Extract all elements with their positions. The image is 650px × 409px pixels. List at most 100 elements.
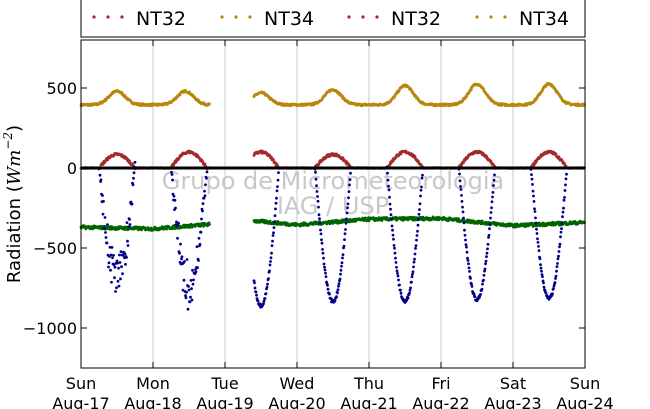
- data-point: [390, 224, 394, 228]
- data-point: [463, 228, 466, 232]
- legend-marker: [347, 15, 351, 19]
- data-point: [320, 241, 324, 245]
- data-point: [200, 217, 203, 221]
- legend-marker: [220, 15, 224, 19]
- data-point: [264, 292, 268, 296]
- data-point: [127, 225, 130, 229]
- data-point: [275, 189, 279, 193]
- data-point: [199, 230, 203, 234]
- data-point: [380, 219, 384, 222]
- data-point: [467, 262, 470, 266]
- data-point: [386, 171, 389, 175]
- data-point: [208, 102, 211, 106]
- data-point: [267, 277, 270, 280]
- x-tick-label-day: Wed: [280, 374, 315, 393]
- data-point: [538, 257, 542, 261]
- data-point: [347, 190, 351, 194]
- data-point: [540, 269, 543, 273]
- data-point: [324, 271, 327, 275]
- data-point: [484, 262, 487, 266]
- data-point: [348, 178, 352, 182]
- data-point: [479, 293, 482, 296]
- data-point: [170, 170, 173, 174]
- data-point: [188, 300, 192, 304]
- data-point: [341, 256, 344, 260]
- data-point: [492, 184, 495, 187]
- data-point: [125, 221, 129, 225]
- data-point: [345, 211, 349, 215]
- data-point: [416, 223, 420, 227]
- data-point: [272, 226, 276, 230]
- data-point: [394, 261, 398, 264]
- data-point: [189, 295, 192, 299]
- data-point: [314, 177, 318, 181]
- data-point: [413, 155, 417, 158]
- data-point: [392, 244, 396, 247]
- data-point: [388, 202, 392, 206]
- data-point: [416, 229, 419, 233]
- data-point: [532, 194, 535, 198]
- data-point: [411, 272, 414, 276]
- data-point: [473, 295, 477, 298]
- data-point: [132, 176, 135, 180]
- data-point: [462, 221, 466, 225]
- data-point: [194, 268, 197, 271]
- data-point: [106, 157, 110, 161]
- data-point: [470, 282, 473, 286]
- data-point: [488, 223, 492, 226]
- data-point: [414, 244, 418, 248]
- data-point: [130, 202, 134, 206]
- data-point: [552, 287, 555, 290]
- watermark-line-1: Grupo de Micrometeorologia: [162, 167, 504, 195]
- data-point: [321, 248, 324, 251]
- data-point: [459, 188, 463, 191]
- data-point: [457, 217, 460, 221]
- data-point: [490, 200, 494, 204]
- data-point: [111, 256, 114, 260]
- data-point: [533, 210, 537, 213]
- data-point: [184, 296, 188, 300]
- x-tick-label-day: Sun: [570, 374, 600, 393]
- data-point: [104, 231, 107, 234]
- data-point: [318, 221, 322, 225]
- data-point: [202, 196, 206, 200]
- data-point: [417, 217, 420, 221]
- data-point: [485, 251, 489, 255]
- data-point: [191, 282, 195, 286]
- data-point: [101, 194, 104, 197]
- legend-frame: [80, 0, 586, 38]
- data-point: [175, 220, 178, 224]
- data-point: [563, 196, 566, 199]
- data-point: [205, 176, 208, 180]
- data-point: [544, 291, 548, 295]
- data-point: [399, 288, 402, 292]
- data-point: [391, 233, 395, 237]
- data-point: [112, 263, 116, 267]
- data-point: [535, 97, 539, 100]
- data-point: [269, 260, 272, 263]
- data-point: [531, 189, 535, 193]
- data-point: [467, 266, 471, 270]
- x-tick-label-day: Sat: [500, 374, 526, 393]
- data-point: [343, 232, 347, 236]
- data-point: [186, 307, 190, 311]
- data-point: [413, 252, 417, 256]
- data-point: [470, 87, 473, 91]
- legend-entry: NT32: [92, 8, 186, 30]
- data-point: [274, 201, 278, 205]
- data-point: [274, 207, 277, 211]
- legend-marker: [92, 15, 96, 19]
- data-point: [189, 279, 193, 282]
- data-point: [131, 183, 135, 187]
- data-point: [132, 171, 136, 175]
- data-point: [408, 288, 412, 292]
- data-point: [491, 195, 494, 199]
- data-point: [110, 280, 113, 284]
- data-point: [346, 202, 350, 206]
- data-point: [182, 278, 186, 282]
- x-tick-label-date: Aug-20: [268, 394, 325, 409]
- data-point: [559, 235, 562, 239]
- data-point: [535, 227, 538, 231]
- data-point: [342, 244, 346, 248]
- data-point: [321, 251, 325, 255]
